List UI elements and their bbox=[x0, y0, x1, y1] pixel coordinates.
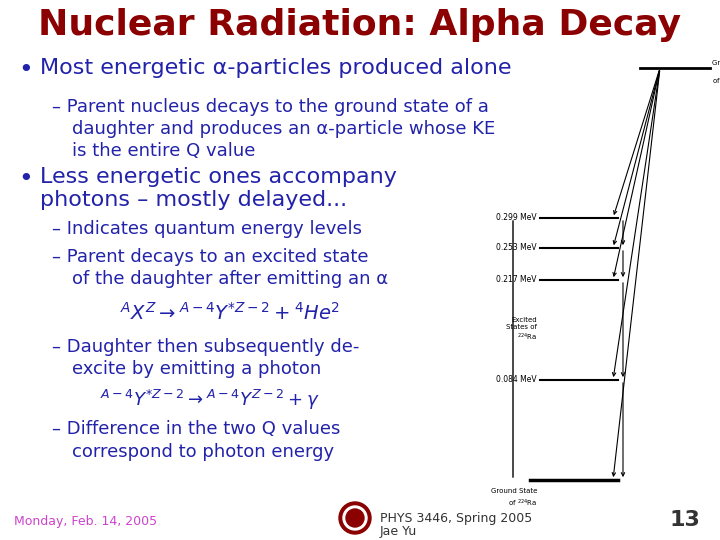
Text: of $^{224}$Ra: of $^{224}$Ra bbox=[508, 498, 537, 509]
Text: – Parent nucleus decays to the ground state of a: – Parent nucleus decays to the ground st… bbox=[52, 98, 489, 116]
Circle shape bbox=[339, 502, 371, 534]
Circle shape bbox=[343, 506, 367, 530]
Text: of the daughter after emitting an α: of the daughter after emitting an α bbox=[72, 270, 388, 288]
Text: is the entire Q value: is the entire Q value bbox=[72, 142, 256, 160]
Text: Most energetic α-particles produced alone: Most energetic α-particles produced alon… bbox=[40, 58, 511, 78]
Text: correspond to photon energy: correspond to photon energy bbox=[72, 443, 334, 461]
Text: – Difference in the two Q values: – Difference in the two Q values bbox=[52, 420, 341, 438]
Text: excite by emitting a photon: excite by emitting a photon bbox=[72, 360, 321, 378]
Text: •: • bbox=[18, 167, 32, 191]
Text: 0.253 MeV: 0.253 MeV bbox=[496, 244, 537, 253]
Text: 0.217 MeV: 0.217 MeV bbox=[497, 275, 537, 285]
Text: daughter and produces an α-particle whose KE: daughter and produces an α-particle whos… bbox=[72, 120, 495, 138]
Text: photons – mostly delayed...: photons – mostly delayed... bbox=[40, 190, 347, 210]
Text: Jae Yu: Jae Yu bbox=[380, 525, 418, 538]
Circle shape bbox=[346, 509, 364, 527]
Text: PHYS 3446, Spring 2005: PHYS 3446, Spring 2005 bbox=[380, 512, 532, 525]
Text: of $^{228}$Th: of $^{228}$Th bbox=[712, 76, 720, 87]
Text: Less energetic ones accompany: Less energetic ones accompany bbox=[40, 167, 397, 187]
Text: $^{A}X^{Z}\rightarrow^{A-4}Y^{*Z-2}+^{4}He^{2}$: $^{A}X^{Z}\rightarrow^{A-4}Y^{*Z-2}+^{4}… bbox=[120, 302, 341, 324]
Text: 0.299 MeV: 0.299 MeV bbox=[496, 213, 537, 222]
Text: – Indicates quantum energy levels: – Indicates quantum energy levels bbox=[52, 220, 362, 238]
Text: Ground State: Ground State bbox=[490, 488, 537, 494]
Text: 0.084 MeV: 0.084 MeV bbox=[496, 375, 537, 384]
Text: 13: 13 bbox=[669, 510, 700, 530]
Text: $^{A-4}Y^{*Z-2}\rightarrow^{A-4}Y^{Z-2}+\gamma$: $^{A-4}Y^{*Z-2}\rightarrow^{A-4}Y^{Z-2}+… bbox=[100, 388, 320, 412]
Text: – Parent decays to an excited state: – Parent decays to an excited state bbox=[52, 248, 369, 266]
Text: Monday, Feb. 14, 2005: Monday, Feb. 14, 2005 bbox=[14, 516, 157, 529]
Text: Nuclear Radiation: Alpha Decay: Nuclear Radiation: Alpha Decay bbox=[38, 8, 682, 42]
Text: •: • bbox=[18, 58, 32, 82]
Text: Excited
States of
$^{224}$Ra: Excited States of $^{224}$Ra bbox=[506, 317, 537, 343]
Text: – Daughter then subsequently de-: – Daughter then subsequently de- bbox=[52, 338, 359, 356]
Text: Ground State: Ground State bbox=[712, 60, 720, 66]
